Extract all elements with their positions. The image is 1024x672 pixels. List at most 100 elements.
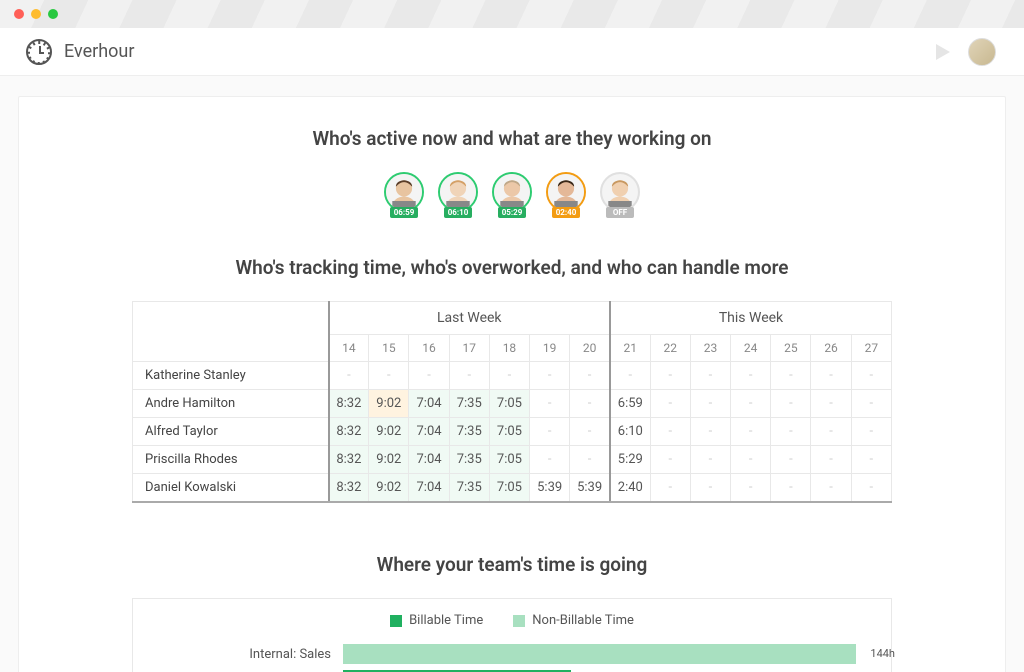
time-cell: - (530, 390, 570, 418)
brand-name: Everhour (64, 41, 134, 62)
user-avatar-icon (384, 172, 424, 212)
app-header: Everhour (0, 28, 1024, 76)
time-cell: - (530, 362, 570, 390)
window-close-dot[interactable] (14, 9, 24, 19)
time-cell: 7:05 (489, 474, 529, 503)
table-row: Katherine Stanley-------------- (133, 362, 892, 390)
header-right (936, 38, 996, 66)
time-cell: - (771, 390, 811, 418)
profile-avatar-icon[interactable] (968, 38, 996, 66)
time-cell: 7:35 (449, 390, 489, 418)
time-cell: - (731, 390, 771, 418)
member-name[interactable]: Alfred Taylor (133, 418, 329, 446)
time-cell: - (771, 446, 811, 474)
page: Who's active now and what are they worki… (0, 76, 1024, 672)
time-cell: - (650, 362, 690, 390)
time-cell: 8:32 (329, 474, 369, 503)
user-avatar-icon (492, 172, 532, 212)
time-going-title: Where your team's time is going (19, 553, 1005, 576)
time-cell: - (369, 362, 409, 390)
user-chip[interactable]: 02:40 (546, 172, 586, 212)
time-cell: 7:05 (489, 418, 529, 446)
user-chip[interactable]: OFF (600, 172, 640, 212)
time-cell: 7:04 (409, 474, 449, 503)
day-header: 19 (530, 335, 570, 362)
time-cell: - (650, 390, 690, 418)
bar-track[interactable]: 144h (343, 644, 891, 664)
member-name[interactable]: Katherine Stanley (133, 362, 329, 390)
user-avatar-icon (438, 172, 478, 212)
time-cell: 9:02 (369, 418, 409, 446)
legend-billable-swatch-icon (390, 615, 402, 627)
bar-end-label: 144h (870, 647, 895, 660)
user-chip[interactable]: 06:59 (384, 172, 424, 212)
time-cell: - (811, 418, 851, 446)
time-cell: 9:02 (369, 446, 409, 474)
day-header: 18 (489, 335, 529, 362)
tracking-table: Last Week This Week 14151617181920212223… (132, 301, 892, 503)
brand[interactable]: Everhour (26, 39, 134, 65)
time-cell: - (690, 446, 730, 474)
time-cell: - (690, 418, 730, 446)
bar-row: Internal: Sales144h (133, 644, 891, 664)
table-row: Andre Hamilton8:329:027:047:357:05--6:59… (133, 390, 892, 418)
time-cell: 5:39 (570, 474, 610, 503)
day-header: 17 (449, 335, 489, 362)
brand-logo-icon (26, 39, 52, 65)
user-time-badge: 02:40 (552, 207, 580, 218)
tracking-title: Who's tracking time, who's overworked, a… (19, 256, 1005, 279)
day-header: 14 (329, 335, 369, 362)
time-cell: 7:04 (409, 446, 449, 474)
time-cell: 5:39 (530, 474, 570, 503)
chart-legend: Billable Time Non-Billable Time (133, 613, 891, 628)
time-cell: - (570, 362, 610, 390)
legend-nonbillable[interactable]: Non-Billable Time (513, 613, 634, 628)
time-cell: - (610, 362, 650, 390)
user-chip[interactable]: 06:10 (438, 172, 478, 212)
day-header: 20 (570, 335, 610, 362)
member-name[interactable]: Andre Hamilton (133, 390, 329, 418)
time-cell: - (690, 362, 730, 390)
user-chip[interactable]: 05:29 (492, 172, 532, 212)
legend-nonbillable-label: Non-Billable Time (532, 613, 634, 628)
time-cell: 7:05 (489, 446, 529, 474)
time-cell: - (570, 390, 610, 418)
day-header: 22 (650, 335, 690, 362)
legend-billable-label: Billable Time (409, 613, 483, 628)
legend-nonbillable-swatch-icon (513, 615, 525, 627)
time-cell: - (731, 418, 771, 446)
time-cell: - (851, 390, 891, 418)
window-maximize-dot[interactable] (48, 9, 58, 19)
member-name[interactable]: Priscilla Rhodes (133, 446, 329, 474)
time-cell: - (329, 362, 369, 390)
user-time-badge: 06:10 (444, 207, 472, 218)
time-cell: 7:35 (449, 474, 489, 503)
day-header: 27 (851, 335, 891, 362)
time-cell: - (771, 474, 811, 503)
window-minimize-dot[interactable] (31, 9, 41, 19)
user-avatar-icon (600, 172, 640, 212)
time-cell: 7:04 (409, 418, 449, 446)
day-header: 24 (731, 335, 771, 362)
time-cell: 5:29 (610, 446, 650, 474)
user-avatar-icon (546, 172, 586, 212)
member-name[interactable]: Daniel Kowalski (133, 474, 329, 503)
time-cell: - (650, 446, 690, 474)
day-header: 26 (811, 335, 851, 362)
last-week-header: Last Week (329, 302, 610, 335)
table-row: Daniel Kowalski8:329:027:047:357:055:395… (133, 474, 892, 503)
legend-billable[interactable]: Billable Time (390, 613, 483, 628)
time-cell: 6:59 (610, 390, 650, 418)
time-chart: Billable Time Non-Billable Time Internal… (132, 598, 892, 672)
play-icon[interactable] (936, 44, 950, 60)
user-time-badge: 06:59 (390, 207, 418, 218)
day-header: 23 (690, 335, 730, 362)
time-cell: 8:32 (329, 390, 369, 418)
time-cell: - (650, 474, 690, 503)
time-cell: - (570, 446, 610, 474)
this-week-header: This Week (610, 302, 892, 335)
time-cell: - (811, 362, 851, 390)
time-cell: - (771, 362, 811, 390)
time-cell: 8:32 (329, 446, 369, 474)
table-name-header (133, 302, 329, 362)
